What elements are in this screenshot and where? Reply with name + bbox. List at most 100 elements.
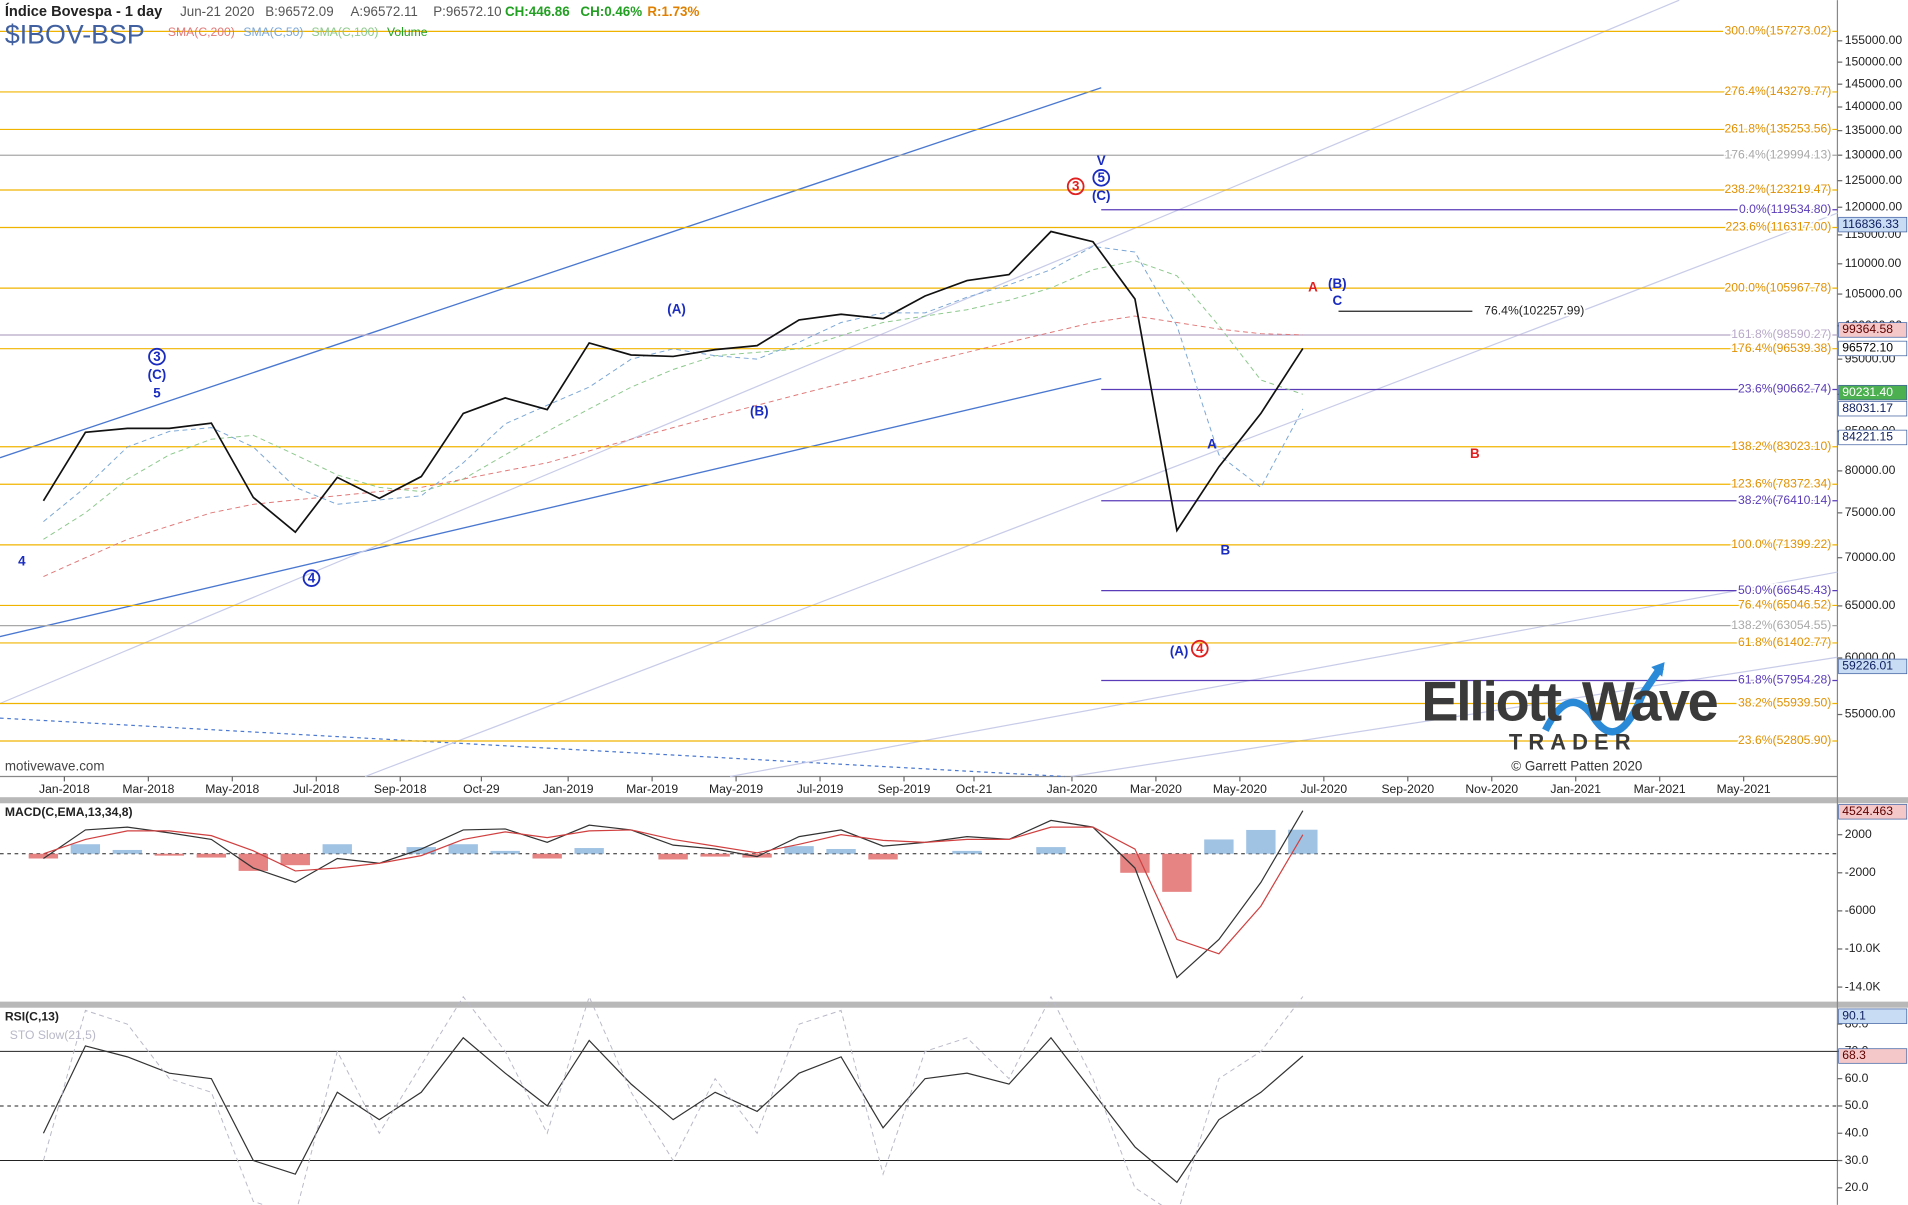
fib-label: 200.0%(105967.78) bbox=[1725, 280, 1832, 294]
histogram-bar bbox=[574, 848, 604, 854]
trend-lines bbox=[0, 0, 1838, 778]
y-tick-label: 140000.00 bbox=[1845, 99, 1903, 113]
histogram-bar bbox=[826, 848, 856, 854]
y-tick-label: 80000.00 bbox=[1845, 463, 1896, 477]
legend-entry: SMA(C,200) bbox=[168, 25, 235, 39]
histogram-bar bbox=[448, 844, 478, 854]
y-tick-label: 55000.00 bbox=[1845, 707, 1896, 721]
histogram-bar bbox=[700, 853, 730, 857]
histogram-bar bbox=[1246, 829, 1276, 854]
axis-tag bbox=[1838, 1048, 1908, 1064]
x-tick-label: Jul-2019 bbox=[797, 782, 844, 796]
axis-tag bbox=[1838, 804, 1908, 820]
legend-entry: SMA(C,50) bbox=[243, 25, 303, 39]
fib-label: 38.2%(76410.14) bbox=[1738, 493, 1831, 507]
fan-line bbox=[1070, 656, 1838, 778]
x-tick-label: Jan-2021 bbox=[1550, 782, 1601, 796]
chart-title: Índice Bovespa - 1 day bbox=[5, 3, 163, 20]
channel-line bbox=[0, 87, 1102, 459]
axis-tag bbox=[1838, 340, 1908, 357]
fan-line bbox=[729, 571, 1838, 778]
logo-arrow bbox=[1651, 662, 1665, 677]
wave-label: 4 bbox=[18, 553, 26, 568]
fib-label: 138.2%(63054.55) bbox=[1731, 618, 1831, 632]
histogram-bar bbox=[406, 847, 436, 854]
x-tick-label: May-2020 bbox=[1213, 782, 1267, 796]
header-bid: B:96572.09 bbox=[265, 4, 333, 19]
wave-label: C bbox=[1332, 293, 1342, 308]
copyright: © Garrett Patten 2020 bbox=[1511, 758, 1642, 773]
y-tick-label: -14.0K bbox=[1845, 979, 1881, 993]
fib-label: 176.4%(96539.38) bbox=[1731, 341, 1831, 355]
wave-label: 4 bbox=[308, 570, 316, 585]
y-tick-label: -6000 bbox=[1845, 903, 1876, 917]
fib-label: 38.2%(55939.50) bbox=[1738, 696, 1831, 710]
fib-label: 23.6%(90662.74) bbox=[1738, 382, 1831, 396]
plot-layer: 55000.0060000.0065000.0070000.0075000.00… bbox=[0, 22, 1908, 1205]
legend-entry: SMA(C,100) bbox=[312, 25, 379, 39]
histogram-bar bbox=[196, 853, 227, 858]
fib-label: 50.0%(66545.43) bbox=[1738, 583, 1831, 597]
legend-entry: STO Slow(21,5) bbox=[10, 1028, 96, 1042]
fib-label: 61.8%(57954.28) bbox=[1738, 673, 1831, 687]
x-tick-label: Mar-2019 bbox=[626, 782, 678, 796]
axis-tag-label: 88031.17 bbox=[1842, 401, 1893, 415]
histogram-bar bbox=[1162, 853, 1192, 892]
y-tick-label: 120000.00 bbox=[1845, 199, 1903, 213]
legend-entry: Volume bbox=[387, 25, 428, 39]
wave-label: (B) bbox=[1328, 276, 1347, 291]
x-tick-label: Sep-2020 bbox=[1381, 782, 1434, 796]
fib-label: 76.4%(102257.99) bbox=[1484, 303, 1584, 317]
logo-wave bbox=[1542, 664, 1664, 736]
y-tick-label: 20.0 bbox=[1845, 1180, 1869, 1194]
histogram-bar bbox=[154, 853, 185, 856]
x-tick-label: Mar-2021 bbox=[1634, 782, 1686, 796]
axis-tag-label: 90231.40 bbox=[1842, 385, 1893, 399]
header-date: Jun-21 2020 bbox=[180, 4, 254, 19]
x-tick-label: Nov-2020 bbox=[1465, 782, 1518, 796]
fib-label: 0.0%(119534.80) bbox=[1739, 202, 1831, 216]
axis-tag bbox=[1838, 384, 1908, 401]
axis-tag-label: 116836.33 bbox=[1842, 217, 1899, 231]
wave-label: 5 bbox=[153, 385, 161, 400]
histogram-bar bbox=[112, 849, 143, 854]
x-tick-label: May-2018 bbox=[205, 782, 259, 796]
x-tick-label: Jan-2020 bbox=[1047, 782, 1098, 796]
histogram-bar bbox=[1036, 847, 1066, 854]
wave-circle bbox=[302, 569, 321, 587]
histogram-bar bbox=[1204, 839, 1234, 854]
logo-tagline: TRADER bbox=[1509, 729, 1637, 754]
x-tick-label: Sep-2019 bbox=[878, 782, 931, 796]
fib-label: 238.2%(123219.47) bbox=[1725, 182, 1832, 196]
wave-circle bbox=[1092, 169, 1111, 187]
wave-label: A bbox=[1207, 436, 1217, 451]
fib-label: 176.4%(129994.13) bbox=[1725, 147, 1832, 161]
wave-label: 3 bbox=[1072, 178, 1079, 193]
wave-circle bbox=[1190, 639, 1209, 658]
header-ask: A:96572.11 bbox=[350, 4, 417, 19]
x-tick-label: Jan-2019 bbox=[543, 782, 594, 796]
fib-label: 223.6%(116317.00) bbox=[1725, 220, 1831, 234]
panel-divider bbox=[0, 797, 1908, 804]
series-line bbox=[43, 826, 1304, 955]
fib-label: 276.4%(143279.77) bbox=[1725, 84, 1832, 98]
x-tick-label: Oct-29 bbox=[463, 782, 500, 796]
y-tick-label: 130000.00 bbox=[1845, 147, 1903, 161]
panel-divider bbox=[0, 1001, 1908, 1008]
histogram-bar bbox=[868, 853, 898, 860]
panel-title: RSI(C,13) bbox=[5, 1010, 59, 1024]
panel-title: MACD(C,EMA,13,34,8) bbox=[5, 805, 133, 819]
histogram-bar bbox=[952, 850, 982, 854]
series-line bbox=[43, 315, 1303, 578]
header-price: P:96572.10 bbox=[433, 4, 501, 19]
fib-label: 23.6%(52805.90) bbox=[1738, 733, 1831, 747]
x-tick-label: Jan-2018 bbox=[39, 782, 90, 796]
histogram-bar bbox=[742, 853, 772, 858]
wave-label: (A) bbox=[667, 301, 686, 316]
histogram-bar bbox=[70, 844, 101, 854]
y-tick-label: 50.0 bbox=[1845, 1098, 1869, 1112]
axis-tag-label: 68.3 bbox=[1842, 1048, 1866, 1062]
series-line bbox=[42, 995, 1304, 1205]
fan-line bbox=[364, 212, 1838, 778]
